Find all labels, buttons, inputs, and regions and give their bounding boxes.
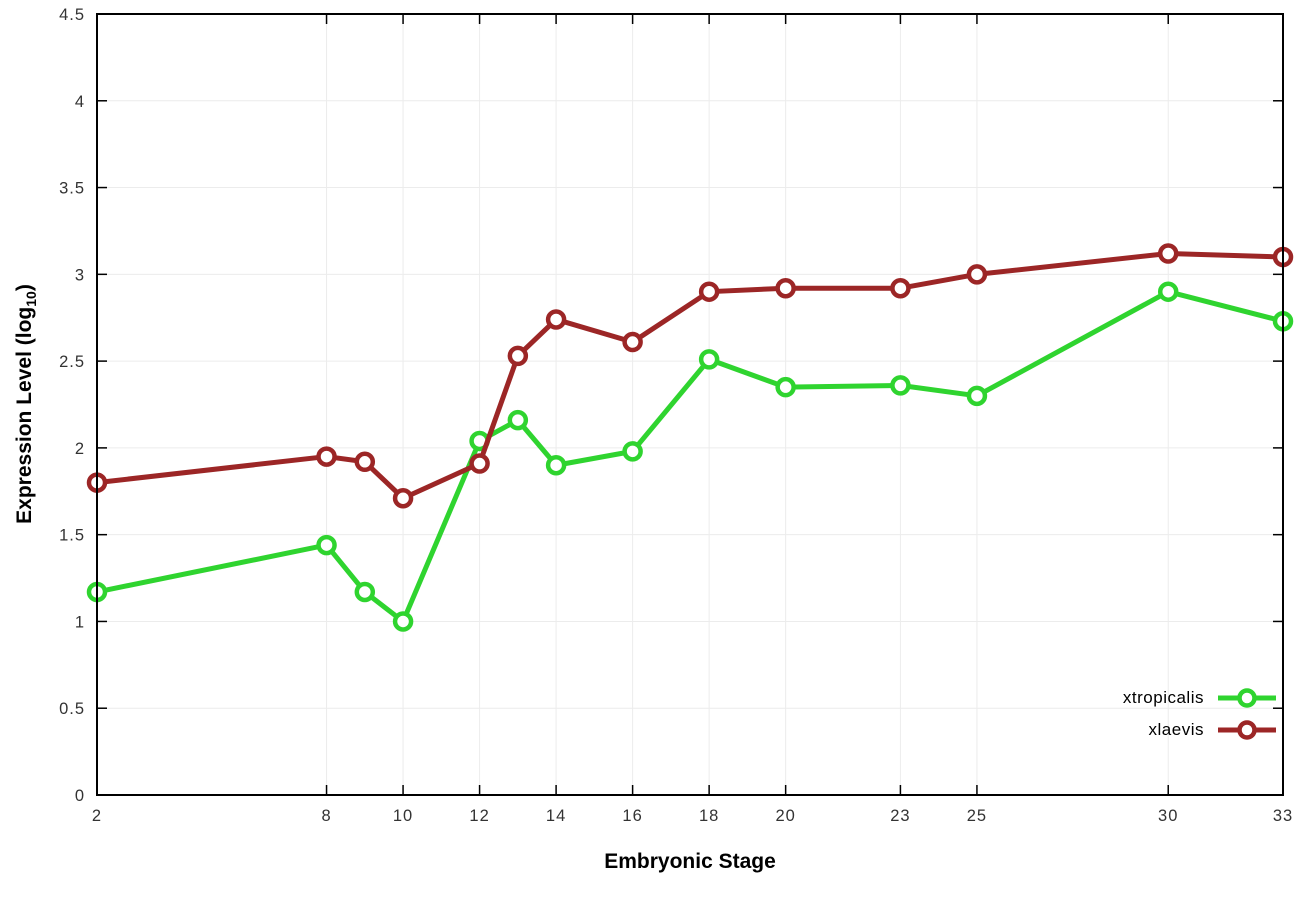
legend-item-xlaevis: xlaevis bbox=[1149, 718, 1278, 742]
marker-xlaevis bbox=[469, 453, 490, 474]
marker-xtropicalis bbox=[966, 385, 988, 407]
y-tick-label: 1.5 bbox=[59, 527, 85, 545]
marker-xlaevis bbox=[316, 446, 337, 467]
marker-xlaevis bbox=[392, 487, 414, 509]
y-tick-label: 3.5 bbox=[59, 180, 85, 198]
legend-label-xtropicalis: xtropicalis bbox=[1122, 688, 1204, 707]
y-tick-label: 1 bbox=[75, 613, 85, 631]
x-tick-label: 18 bbox=[699, 807, 719, 825]
legend-label-xlaevis: xlaevis bbox=[1148, 720, 1204, 739]
x-axis-label: Embryonic Stage bbox=[604, 850, 776, 873]
series-line-xlaevis bbox=[94, 251, 1286, 501]
marker-xlaevis bbox=[507, 345, 529, 367]
legend: xtropicalis xlaevis bbox=[1123, 686, 1278, 742]
y-tick-label: 4.5 bbox=[59, 6, 85, 24]
marker-xtropicalis bbox=[698, 349, 720, 370]
marker-xlaevis bbox=[775, 277, 796, 299]
marker-xtropicalis bbox=[392, 611, 414, 632]
marker-xtropicalis bbox=[545, 454, 567, 476]
x-tick-label: 14 bbox=[546, 807, 566, 825]
y-axis-label-text: Expression Level (log bbox=[12, 306, 36, 524]
y-tick-label: 0 bbox=[75, 787, 85, 805]
x-tick-label: 12 bbox=[469, 807, 489, 825]
marker-xlaevis bbox=[966, 264, 988, 285]
marker-xtropicalis bbox=[354, 581, 376, 603]
series-line-xtropicalis bbox=[94, 289, 1286, 624]
x-tick-label: 10 bbox=[393, 807, 413, 825]
marker-xtropicalis bbox=[316, 534, 337, 556]
legend-item-xtropicalis: xtropicalis bbox=[1123, 686, 1278, 710]
y-tick-label: 0.5 bbox=[59, 700, 85, 718]
legend-sample-xlaevis bbox=[1218, 720, 1276, 740]
plot-border bbox=[96, 13, 1284, 796]
x-tick-label: 20 bbox=[775, 807, 795, 825]
marker-xtropicalis bbox=[507, 409, 529, 431]
marker-xlaevis bbox=[890, 277, 911, 299]
y-tick-label: 2 bbox=[75, 440, 85, 458]
x-tick-label: 2 bbox=[92, 807, 102, 825]
marker-xlaevis bbox=[354, 451, 376, 473]
y-axis-label-close: ) bbox=[12, 284, 36, 292]
y-tick-label: 4 bbox=[75, 93, 85, 111]
y-axis-label: Expression Level (log10) bbox=[13, 284, 39, 524]
marker-xtropicalis bbox=[890, 375, 911, 396]
y-tick-label: 3 bbox=[75, 266, 85, 284]
marker-xlaevis bbox=[545, 309, 567, 330]
marker-xtropicalis bbox=[1157, 281, 1179, 302]
legend-sample-xtropicalis bbox=[1218, 688, 1276, 708]
y-tick-label: 2.5 bbox=[59, 353, 85, 371]
y-axis-label-subscript: 10 bbox=[23, 291, 40, 307]
x-tick-label: 33 bbox=[1273, 807, 1293, 825]
marker-xlaevis bbox=[622, 331, 643, 353]
x-tick-label: 8 bbox=[321, 807, 331, 825]
x-tick-label: 16 bbox=[622, 807, 642, 825]
marker-xtropicalis bbox=[622, 441, 643, 462]
marker-xlaevis bbox=[1157, 243, 1179, 264]
x-tick-label: 30 bbox=[1158, 807, 1178, 825]
x-tick-label: 23 bbox=[890, 807, 910, 825]
x-tick-label: 25 bbox=[967, 807, 987, 825]
marker-xlaevis bbox=[698, 281, 720, 302]
marker-xtropicalis bbox=[775, 376, 796, 398]
